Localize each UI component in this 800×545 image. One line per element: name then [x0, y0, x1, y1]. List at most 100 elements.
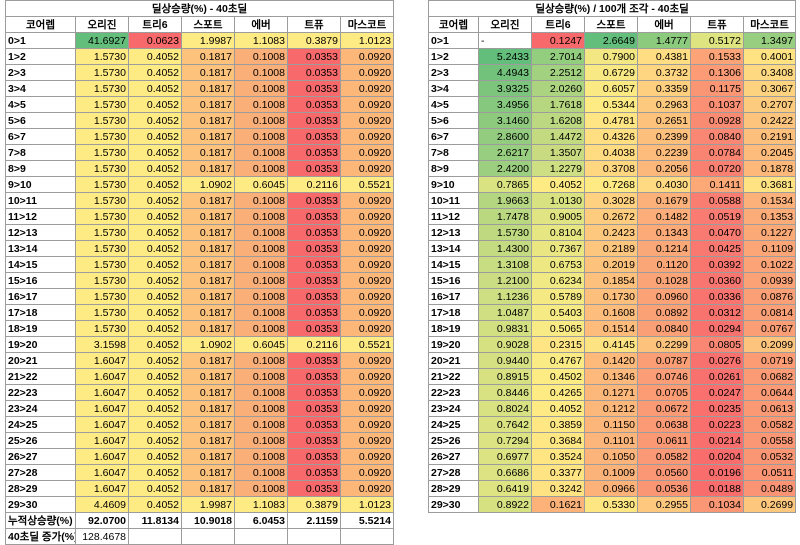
value-cell[interactable]: 0.6729: [584, 64, 638, 81]
value-cell[interactable]: 0.0353: [287, 400, 341, 417]
value-cell[interactable]: 0.6045: [234, 336, 288, 353]
column-header[interactable]: 에버: [637, 16, 691, 33]
value-cell[interactable]: 0.1008: [234, 192, 288, 209]
value-cell[interactable]: 0.7900: [584, 48, 638, 65]
value-cell[interactable]: 0.0353: [287, 480, 341, 497]
value-cell[interactable]: 0.4052: [128, 432, 182, 449]
value-cell[interactable]: 0.0353: [287, 416, 341, 433]
row-label-cell[interactable]: 17>18: [5, 304, 76, 321]
value-cell[interactable]: 1.3108: [478, 256, 532, 273]
value-cell[interactable]: 2.4200: [478, 160, 532, 177]
value-cell[interactable]: 0.0920: [339, 144, 395, 161]
value-cell[interactable]: 1.0130: [531, 192, 585, 209]
value-cell[interactable]: 0.1227: [742, 224, 797, 241]
column-header[interactable]: 스포트: [181, 16, 235, 33]
value-cell[interactable]: 0.0611: [637, 432, 691, 449]
value-cell[interactable]: 0.2045: [742, 144, 797, 161]
value-cell[interactable]: 0.3879: [287, 32, 341, 49]
row-label-cell[interactable]: 16>17: [5, 288, 76, 305]
value-cell[interactable]: 0.2099: [742, 336, 797, 353]
value-cell[interactable]: 0.0353: [287, 384, 341, 401]
value-cell[interactable]: 1.5730: [75, 304, 129, 321]
total-value-cell[interactable]: 2.1159: [287, 512, 341, 529]
value-cell[interactable]: 0.0353: [287, 48, 341, 65]
column-header[interactable]: 마스코트: [742, 16, 797, 33]
value-cell[interactable]: 0.1101: [584, 432, 638, 449]
value-cell[interactable]: 2.6217: [478, 144, 532, 161]
value-cell[interactable]: 0.0920: [339, 448, 395, 465]
row-label-cell[interactable]: 27>28: [5, 464, 76, 481]
row-label-cell[interactable]: 13>14: [5, 240, 76, 257]
row-label-cell[interactable]: 27>28: [428, 464, 479, 481]
value-cell[interactable]: 0.1008: [234, 352, 288, 369]
value-cell[interactable]: 1.6047: [75, 400, 129, 417]
value-cell[interactable]: 0.3708: [584, 160, 638, 177]
value-cell[interactable]: 0.3377: [531, 464, 585, 481]
value-cell[interactable]: 1.6208: [531, 112, 585, 129]
value-cell[interactable]: 0.4052: [128, 48, 182, 65]
value-cell[interactable]: 0.0928: [690, 112, 744, 129]
column-header[interactable]: 에버: [234, 16, 288, 33]
increase-label[interactable]: 40초딜 증가(%): [5, 528, 76, 545]
row-label-cell[interactable]: 0>1: [428, 32, 479, 49]
value-cell[interactable]: 0.1817: [181, 416, 235, 433]
value-cell[interactable]: 0.0353: [287, 240, 341, 257]
value-cell[interactable]: 1.0902: [181, 336, 235, 353]
value-cell[interactable]: 0.4052: [128, 112, 182, 129]
row-label-cell[interactable]: 14>15: [428, 256, 479, 273]
value-cell[interactable]: 0.1608: [584, 304, 638, 321]
value-cell[interactable]: 5.2433: [478, 48, 532, 65]
value-cell[interactable]: 1.1083: [234, 32, 288, 49]
value-cell[interactable]: 0.0920: [339, 64, 395, 81]
value-cell[interactable]: 0.2315: [531, 336, 585, 353]
value-cell[interactable]: 41.6927: [75, 32, 129, 49]
value-cell[interactable]: 0.4052: [128, 320, 182, 337]
value-cell[interactable]: 0.0489: [742, 480, 797, 497]
value-cell[interactable]: 1.3507: [531, 144, 585, 161]
value-cell[interactable]: 0.0920: [339, 96, 395, 113]
value-cell[interactable]: 1.5730: [75, 112, 129, 129]
value-cell[interactable]: 0.1028: [637, 272, 691, 289]
value-cell[interactable]: 0.1817: [181, 368, 235, 385]
value-cell[interactable]: 0.0920: [339, 320, 395, 337]
value-cell[interactable]: 0.0814: [742, 304, 797, 321]
value-cell[interactable]: 1.0123: [339, 32, 395, 49]
value-cell[interactable]: 0.6686: [478, 464, 532, 481]
value-cell[interactable]: 1.7618: [531, 96, 585, 113]
value-cell[interactable]: 0.0353: [287, 192, 341, 209]
value-cell[interactable]: 0.0623: [128, 32, 182, 49]
value-cell[interactable]: 0.2955: [637, 496, 691, 513]
value-cell[interactable]: 0.4052: [128, 352, 182, 369]
value-cell[interactable]: 0.1817: [181, 208, 235, 225]
value-cell[interactable]: 0.1482: [637, 208, 691, 225]
value-cell[interactable]: 3.1598: [75, 336, 129, 353]
value-cell[interactable]: 0.1008: [234, 480, 288, 497]
value-cell[interactable]: 0.1817: [181, 320, 235, 337]
value-cell[interactable]: 0.0920: [339, 48, 395, 65]
value-cell[interactable]: 0.8915: [478, 368, 532, 385]
value-cell[interactable]: 0.4052: [128, 128, 182, 145]
value-cell[interactable]: 0.1534: [742, 192, 797, 209]
value-cell[interactable]: 0.1214: [637, 240, 691, 257]
value-cell[interactable]: 0.1008: [234, 160, 288, 177]
value-cell[interactable]: 1.4300: [478, 240, 532, 257]
row-label-cell[interactable]: 19>20: [428, 336, 479, 353]
column-header[interactable]: 마스코트: [339, 16, 395, 33]
row-label-cell[interactable]: 22>23: [5, 384, 76, 401]
value-cell[interactable]: 0.1730: [584, 288, 638, 305]
total-value-cell[interactable]: 11.8134: [128, 512, 182, 529]
row-label-cell[interactable]: 8>9: [428, 160, 479, 177]
value-cell[interactable]: 0.1817: [181, 432, 235, 449]
value-cell[interactable]: 0.4052: [128, 288, 182, 305]
value-cell[interactable]: 0.1306: [690, 64, 744, 81]
value-cell[interactable]: 1.5730: [75, 288, 129, 305]
value-cell[interactable]: 0.0805: [690, 336, 744, 353]
value-cell[interactable]: 0.0920: [339, 288, 395, 305]
value-cell[interactable]: 2.8600: [478, 128, 532, 145]
value-cell[interactable]: 0.1212: [584, 400, 638, 417]
increase-value[interactable]: 128.4678: [75, 528, 129, 545]
row-label-cell[interactable]: 5>6: [5, 112, 76, 129]
value-cell[interactable]: 0.1008: [234, 240, 288, 257]
value-cell[interactable]: 0.0235: [690, 400, 744, 417]
column-header[interactable]: 트퓨: [287, 16, 341, 33]
